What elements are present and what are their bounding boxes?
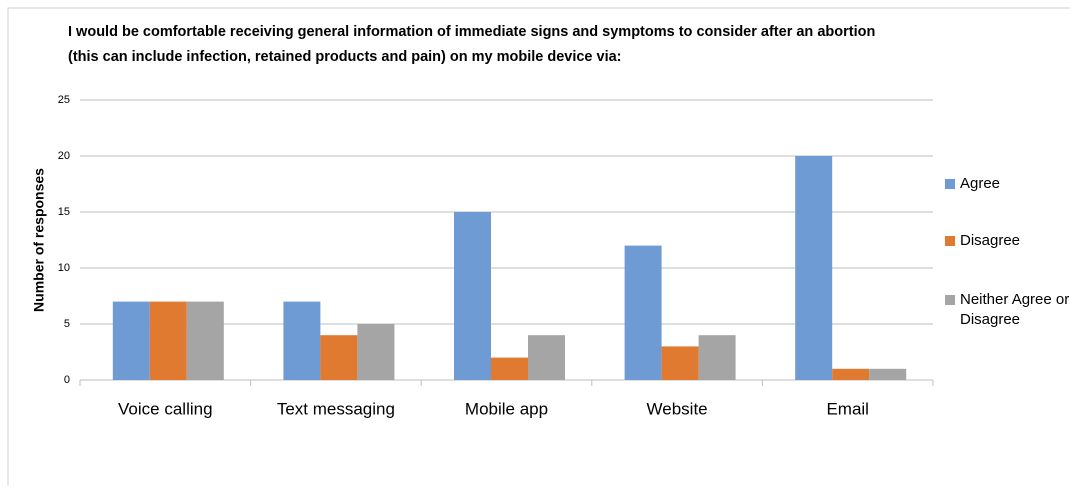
bar <box>454 212 491 380</box>
x-tick-label: Text messaging <box>277 399 395 418</box>
bar <box>320 335 358 380</box>
bar <box>624 245 662 380</box>
legend-label: Disagree <box>960 232 1021 249</box>
y-axis-label: Number of responses <box>31 168 47 312</box>
bar <box>869 368 907 380</box>
y-tick-label: 0 <box>64 374 70 386</box>
x-tick-label: Mobile app <box>465 399 548 418</box>
y-tick-label: 20 <box>58 150 70 162</box>
legend-swatch <box>945 236 955 246</box>
x-tick-label: Email <box>826 399 869 418</box>
legend-label: Agree <box>960 175 1001 192</box>
legend-swatch <box>945 179 955 189</box>
bar <box>186 301 224 380</box>
y-tick-label: 5 <box>64 318 70 330</box>
y-tick-label: 15 <box>58 206 70 218</box>
legend-swatch <box>945 295 955 305</box>
y-tick-label: 10 <box>58 262 70 274</box>
bar <box>283 301 321 380</box>
bar <box>112 301 150 380</box>
bar <box>661 346 699 380</box>
x-tick-label: Voice calling <box>118 399 213 418</box>
bar <box>357 324 395 380</box>
x-tick-label: Website <box>647 399 708 418</box>
bar <box>795 156 833 380</box>
bar <box>149 301 187 380</box>
frame <box>7 7 1070 486</box>
bar <box>832 368 870 380</box>
legend-label: Neither Agree or Disagree <box>960 291 1070 328</box>
bar <box>491 357 528 380</box>
y-tick-label: 25 <box>58 94 70 106</box>
bar <box>698 335 736 380</box>
bar <box>528 335 565 380</box>
chart-title: I would be comfortable receiving general… <box>68 24 876 65</box>
